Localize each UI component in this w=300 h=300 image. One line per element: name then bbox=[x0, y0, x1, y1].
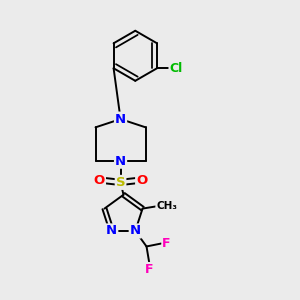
Text: O: O bbox=[136, 173, 147, 187]
Text: N: N bbox=[115, 155, 126, 168]
Text: F: F bbox=[162, 237, 171, 250]
Text: N: N bbox=[130, 224, 141, 238]
Text: Cl: Cl bbox=[169, 62, 183, 75]
Text: CH₃: CH₃ bbox=[156, 201, 177, 211]
Text: O: O bbox=[94, 173, 105, 187]
Text: N: N bbox=[115, 112, 126, 126]
Text: S: S bbox=[116, 176, 125, 189]
Text: N: N bbox=[106, 224, 117, 238]
Text: F: F bbox=[145, 263, 154, 276]
